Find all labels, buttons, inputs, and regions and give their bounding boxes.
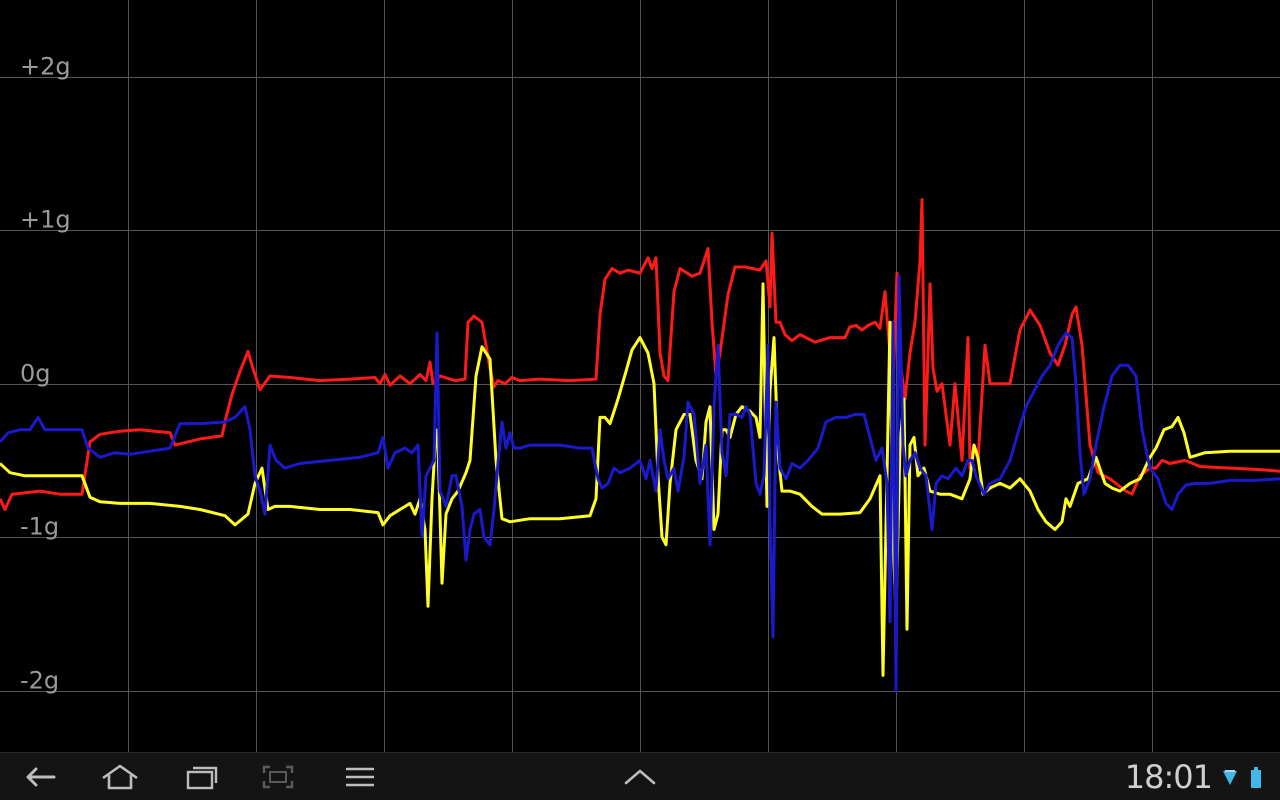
chevron-up-icon [624, 769, 656, 785]
series-line-3 [0, 274, 1280, 693]
back-button[interactable] [12, 759, 68, 795]
series-line-2 [0, 282, 1280, 677]
y-tick-label: -1g [20, 513, 59, 541]
y-axis-labels: +2g +1g 0g -1g -2g [20, 53, 71, 695]
y-tick-label: +2g [20, 53, 71, 81]
expand-button[interactable] [612, 759, 668, 795]
menu-button[interactable] [332, 759, 388, 795]
screenshot-icon [262, 765, 294, 789]
y-tick-label: 0g [20, 360, 51, 388]
screenshot-button[interactable] [250, 759, 306, 795]
data-series [0, 198, 1280, 693]
recent-apps-button[interactable] [174, 759, 230, 795]
back-arrow-icon [26, 767, 56, 787]
home-icon [102, 764, 138, 790]
y-tick-label: +1g [20, 206, 71, 234]
recent-apps-icon [186, 766, 218, 790]
home-button[interactable] [92, 759, 148, 795]
system-navigation-bar: 18:01 [0, 752, 1280, 800]
battery-icon [1251, 767, 1261, 788]
status-clock[interactable]: 18:01 [1124, 758, 1213, 796]
series-line-1 [0, 198, 1280, 511]
wifi-icon [1223, 770, 1237, 785]
menu-icon [346, 767, 374, 787]
y-tick-label: -2g [20, 667, 59, 695]
accelerometer-graph: +2g +1g 0g -1g -2g [0, 0, 1280, 752]
grid [0, 0, 1280, 752]
